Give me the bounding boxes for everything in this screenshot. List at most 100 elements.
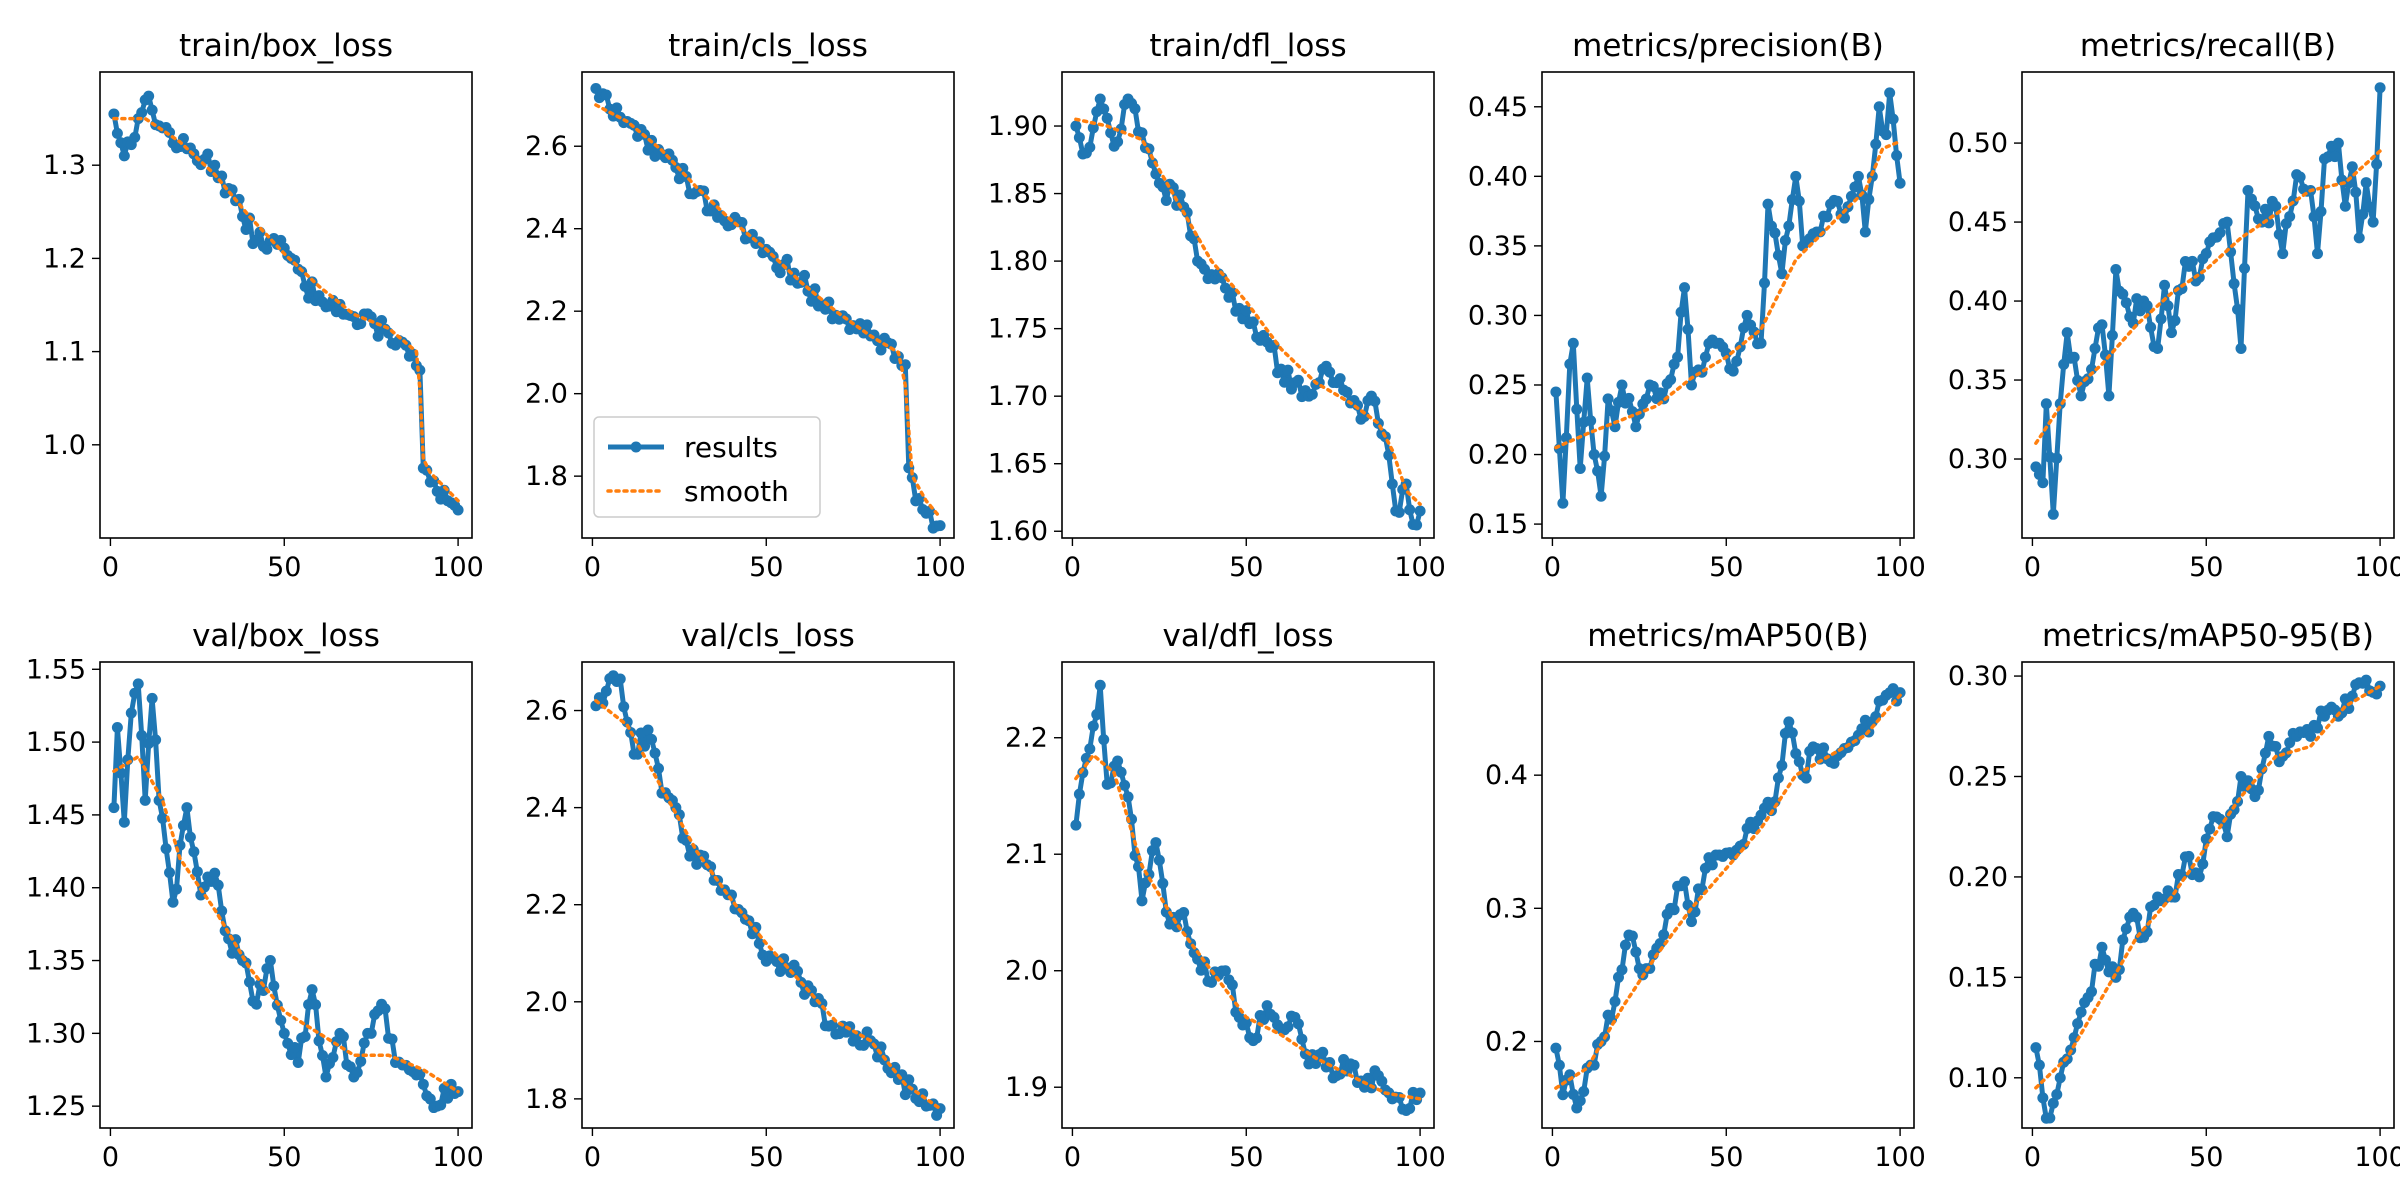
results-point (753, 938, 765, 950)
results-point (1205, 976, 1217, 988)
results-point (250, 998, 262, 1010)
results-point (1783, 220, 1795, 232)
results-point (157, 812, 169, 824)
y-tick-label: 2.4 (525, 214, 568, 245)
results-point (2141, 300, 2153, 312)
results-point (1247, 316, 1259, 328)
x-tick-label: 50 (1229, 552, 1263, 583)
x-tick-label: 0 (1064, 552, 1081, 583)
results-point (2120, 297, 2132, 309)
results-point (2117, 934, 2129, 946)
results-point (1779, 235, 1791, 247)
y-tick-label: 2.2 (525, 890, 568, 921)
results-point (646, 733, 658, 745)
results-point (2360, 674, 2372, 686)
results-point (2086, 986, 2098, 998)
results-point (2277, 248, 2289, 260)
results-point (275, 1014, 287, 1026)
y-tick-label: 0.35 (1948, 365, 2008, 396)
results-point (1091, 709, 1103, 721)
results-point (313, 1035, 325, 1047)
results-point (885, 338, 897, 350)
results-point (1557, 497, 1569, 509)
x-tick-label: 50 (1229, 1142, 1263, 1173)
axes-frame (581, 661, 955, 1129)
y-tick-label: 1.3 (43, 150, 86, 181)
results-point (2047, 508, 2059, 520)
y-tick-label: 0.15 (1468, 509, 1528, 540)
results-point (1602, 393, 1614, 405)
results-point (1087, 720, 1099, 732)
results-point (2228, 278, 2240, 290)
results-point (317, 1050, 329, 1062)
results-series-line (111, 93, 461, 512)
plot-area (1550, 87, 1906, 509)
y-tick-label: 1.50 (26, 727, 86, 758)
x-tick-label: 50 (2189, 552, 2223, 583)
results-point (2075, 1006, 2087, 1018)
results-point (1240, 1017, 1252, 1029)
results-point (306, 984, 318, 996)
results-point (2152, 342, 2164, 354)
y-tick-label: 2.0 (525, 379, 568, 410)
results-point (2131, 911, 2143, 923)
results-point (1376, 1075, 1388, 1087)
x-tick-label: 0 (1544, 1142, 1561, 1173)
y-tick-label: 0.30 (1468, 300, 1528, 331)
results-point (1098, 103, 1110, 115)
results-point (934, 520, 946, 532)
results-point (1195, 964, 1207, 976)
plot-area (590, 82, 946, 534)
results-point (1616, 964, 1628, 976)
results-point (1863, 194, 1875, 206)
results-point (632, 748, 644, 760)
x-tick-label: 0 (584, 552, 601, 583)
results-point (1772, 249, 1784, 261)
results-point (2315, 206, 2327, 218)
results-point (1574, 462, 1586, 474)
x-tick-label: 100 (1394, 1142, 1446, 1173)
results-point (2364, 201, 2376, 213)
x-tick-label: 0 (584, 1142, 601, 1173)
results-point (1414, 1087, 1426, 1099)
results-point (115, 767, 127, 779)
results-point (1226, 979, 1238, 991)
y-tick-label: 0.10 (1948, 1063, 2008, 1094)
results-point (2339, 200, 2351, 212)
results-point (2092, 960, 2104, 972)
results-point (111, 127, 123, 139)
results-point (1087, 122, 1099, 134)
y-tick-label: 0.45 (1468, 92, 1528, 123)
results-point (1738, 838, 1750, 850)
results-point (2360, 177, 2372, 189)
results-point (1174, 189, 1186, 201)
results-point (191, 866, 203, 878)
results-point (2357, 208, 2369, 220)
results-point (1550, 386, 1562, 398)
results-point (1786, 727, 1798, 739)
results-point (1887, 113, 1899, 125)
chart-panel: train/cls_loss 0 50 100 1.8 2.0 2.2 2.4 2.6 resul… (525, 28, 966, 583)
results-point (143, 90, 155, 102)
results-point (1665, 374, 1677, 386)
y-tick-label: 1.8 (525, 1084, 568, 1115)
smooth-series-line (2034, 149, 2382, 445)
results-point (1369, 395, 1381, 407)
results-point (1070, 120, 1082, 132)
x-tick-label: 50 (1709, 1142, 1743, 1173)
results-point (268, 980, 280, 992)
chart-title: train/cls_loss (668, 28, 868, 64)
results-point (1682, 323, 1694, 335)
results-point (1084, 743, 1096, 755)
results-point (2051, 452, 2063, 464)
results-point (299, 1030, 311, 1042)
results-point (1599, 450, 1611, 462)
results-point (1094, 679, 1106, 691)
results-point (372, 330, 384, 342)
y-tick-label: 0.15 (1948, 962, 2008, 993)
results-point (1741, 309, 1753, 321)
results-point (1567, 1088, 1579, 1100)
results-point (202, 148, 214, 160)
results-point (129, 131, 141, 143)
results-point (1112, 136, 1124, 148)
